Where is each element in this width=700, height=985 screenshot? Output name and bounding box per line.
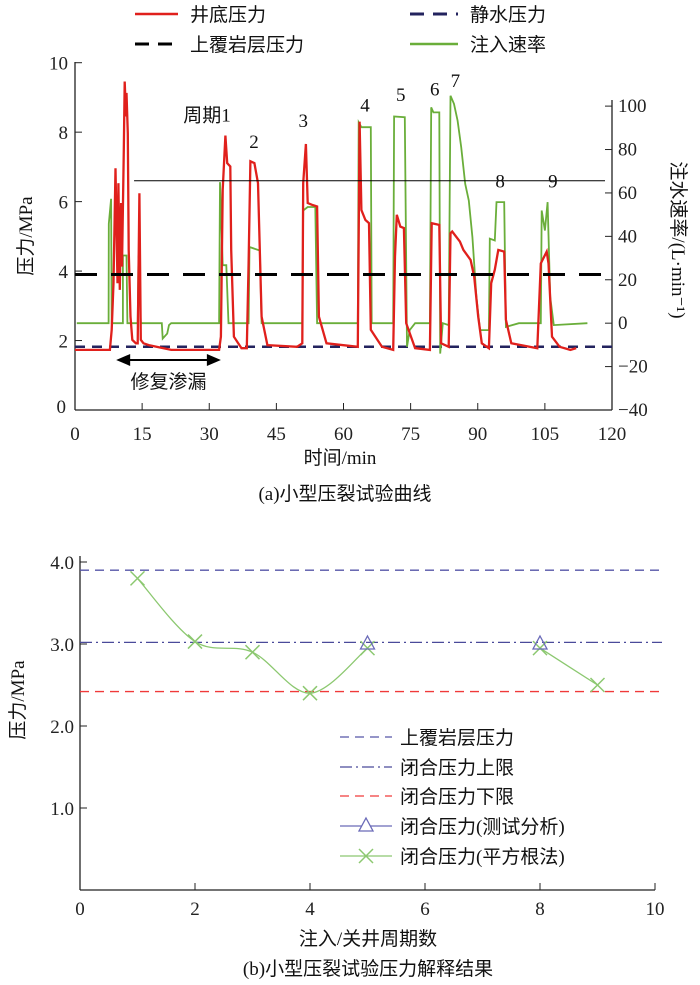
sqrt-method-point bbox=[359, 640, 376, 656]
x-tick-label: 30 bbox=[200, 424, 219, 445]
y-tick-label-b: 3.0 bbox=[50, 635, 74, 656]
chart-a-title: (a)小型压裂试验曲线 bbox=[258, 483, 431, 505]
y2-axis-title: 注水速率/(L·min⁻¹) bbox=[667, 161, 689, 318]
y2-tick-label: 0 bbox=[618, 313, 628, 334]
x-tick-label: 90 bbox=[468, 424, 487, 445]
y2-tick-label: 60 bbox=[618, 183, 637, 204]
y-tick-label: 2 bbox=[59, 332, 69, 353]
sqrt-method-line bbox=[137, 577, 368, 694]
x-tick-label-b: 2 bbox=[190, 899, 200, 920]
legend-label-bottomhole: 井底压力 bbox=[190, 4, 266, 26]
sqrt-method-point bbox=[244, 644, 261, 660]
y2-tick-label: −20 bbox=[618, 357, 648, 378]
x-tick-label-b: 4 bbox=[305, 899, 315, 920]
y-tick-label-b: 1.0 bbox=[50, 799, 74, 820]
legend-label-overburden: 上覆岩层压力 bbox=[190, 34, 304, 56]
injection-rate-line bbox=[76, 95, 588, 354]
x-tick-label: 15 bbox=[133, 424, 152, 445]
chart-b: 压力/MPa 注入/关井周期数 (b)小型压裂试验压力解释结果 上覆岩层压力 闭… bbox=[7, 553, 665, 980]
x-marker-icon bbox=[358, 848, 374, 864]
y-tick-label: 10 bbox=[49, 54, 68, 75]
x-tick-label-b: 0 bbox=[75, 899, 85, 920]
y2-tick-label: 80 bbox=[618, 140, 637, 161]
cycle-label: 8 bbox=[495, 172, 505, 193]
x-axis-title: 时间/min bbox=[304, 447, 377, 469]
x-tick-label: 75 bbox=[401, 424, 420, 445]
y-tick-label: 6 bbox=[59, 193, 69, 214]
cycle-label: 6 bbox=[430, 80, 440, 101]
legend-label-overburden-b: 上覆岩层压力 bbox=[400, 727, 514, 749]
sqrt-method-line bbox=[539, 647, 598, 686]
y-tick-label: 8 bbox=[59, 123, 69, 144]
cycle-label: 5 bbox=[396, 85, 406, 106]
x-tick-label: 120 bbox=[598, 424, 627, 445]
triangle-marker-icon bbox=[357, 816, 375, 832]
sqrt-method-point bbox=[129, 570, 146, 586]
legend-label-lower: 闭合压力下限 bbox=[400, 786, 514, 808]
y-tick-label: 4 bbox=[59, 262, 69, 283]
y2-tick-label: 40 bbox=[618, 226, 637, 247]
cycle-label: 9 bbox=[548, 172, 558, 193]
chart-a: 压力/MPa 注水速率/(L·min⁻¹) 时间/min (a)小型压裂试验曲线… bbox=[15, 54, 689, 505]
cycle-label: 2 bbox=[249, 132, 259, 153]
y2-tick-label: 100 bbox=[618, 96, 647, 117]
cycle-label: 3 bbox=[298, 111, 308, 132]
legend-label-sqrt: 闭合压力(平方根法) bbox=[400, 846, 565, 868]
x-tick-label-b: 8 bbox=[535, 899, 545, 920]
arrow-left-icon bbox=[116, 353, 131, 366]
y-tick-label-b: 2.0 bbox=[50, 717, 74, 738]
x-tick-label-b: 6 bbox=[420, 899, 430, 920]
y2-tick-label: 20 bbox=[618, 270, 637, 291]
y-axis-title: 压力/MPa bbox=[15, 196, 37, 276]
y-tick-label-b: 4.0 bbox=[50, 553, 74, 574]
sqrt-method-point bbox=[187, 634, 203, 650]
sqrt-method-point bbox=[532, 640, 548, 656]
x-tick-label-b: 10 bbox=[646, 899, 665, 920]
test-analysis-point bbox=[359, 634, 376, 650]
x-tick-label: 45 bbox=[267, 424, 286, 445]
legend-a: 井底压力 静水压力 上覆岩层压力 注入速率 bbox=[135, 4, 546, 56]
cycle-label: 4 bbox=[360, 95, 370, 116]
legend-label-upper: 闭合压力上限 bbox=[400, 757, 514, 779]
legend-b: 上覆岩层压力 闭合压力上限 闭合压力下限 闭合压力(测试分析) 闭合压力(平方根… bbox=[340, 727, 565, 868]
x-axis-title-b: 注入/关井周期数 bbox=[299, 928, 437, 950]
sqrt-method-point bbox=[302, 685, 318, 701]
cycle-label: 7 bbox=[451, 71, 461, 92]
x-tick-label: 60 bbox=[334, 424, 353, 445]
legend-label-hydrostatic: 静水压力 bbox=[470, 4, 546, 26]
leak-repair-label: 修复渗漏 bbox=[131, 371, 207, 393]
sqrt-method-point bbox=[589, 677, 606, 693]
arrow-right-icon bbox=[206, 353, 221, 366]
y2-tick-label: −40 bbox=[618, 400, 648, 421]
x-tick-label: 0 bbox=[70, 424, 80, 445]
x-tick-label: 105 bbox=[531, 424, 560, 445]
bottomhole-pressure-line bbox=[75, 81, 577, 352]
chart-b-title: (b)小型压裂试验压力解释结果 bbox=[243, 958, 493, 980]
test-analysis-point bbox=[531, 634, 549, 650]
y-axis-title-b: 压力/MPa bbox=[7, 660, 29, 740]
cycle-label: 周期1 bbox=[183, 105, 231, 127]
legend-label-injection: 注入速率 bbox=[470, 34, 546, 56]
legend-label-test: 闭合压力(测试分析) bbox=[400, 816, 565, 838]
y-tick-label: 0 bbox=[57, 397, 67, 418]
